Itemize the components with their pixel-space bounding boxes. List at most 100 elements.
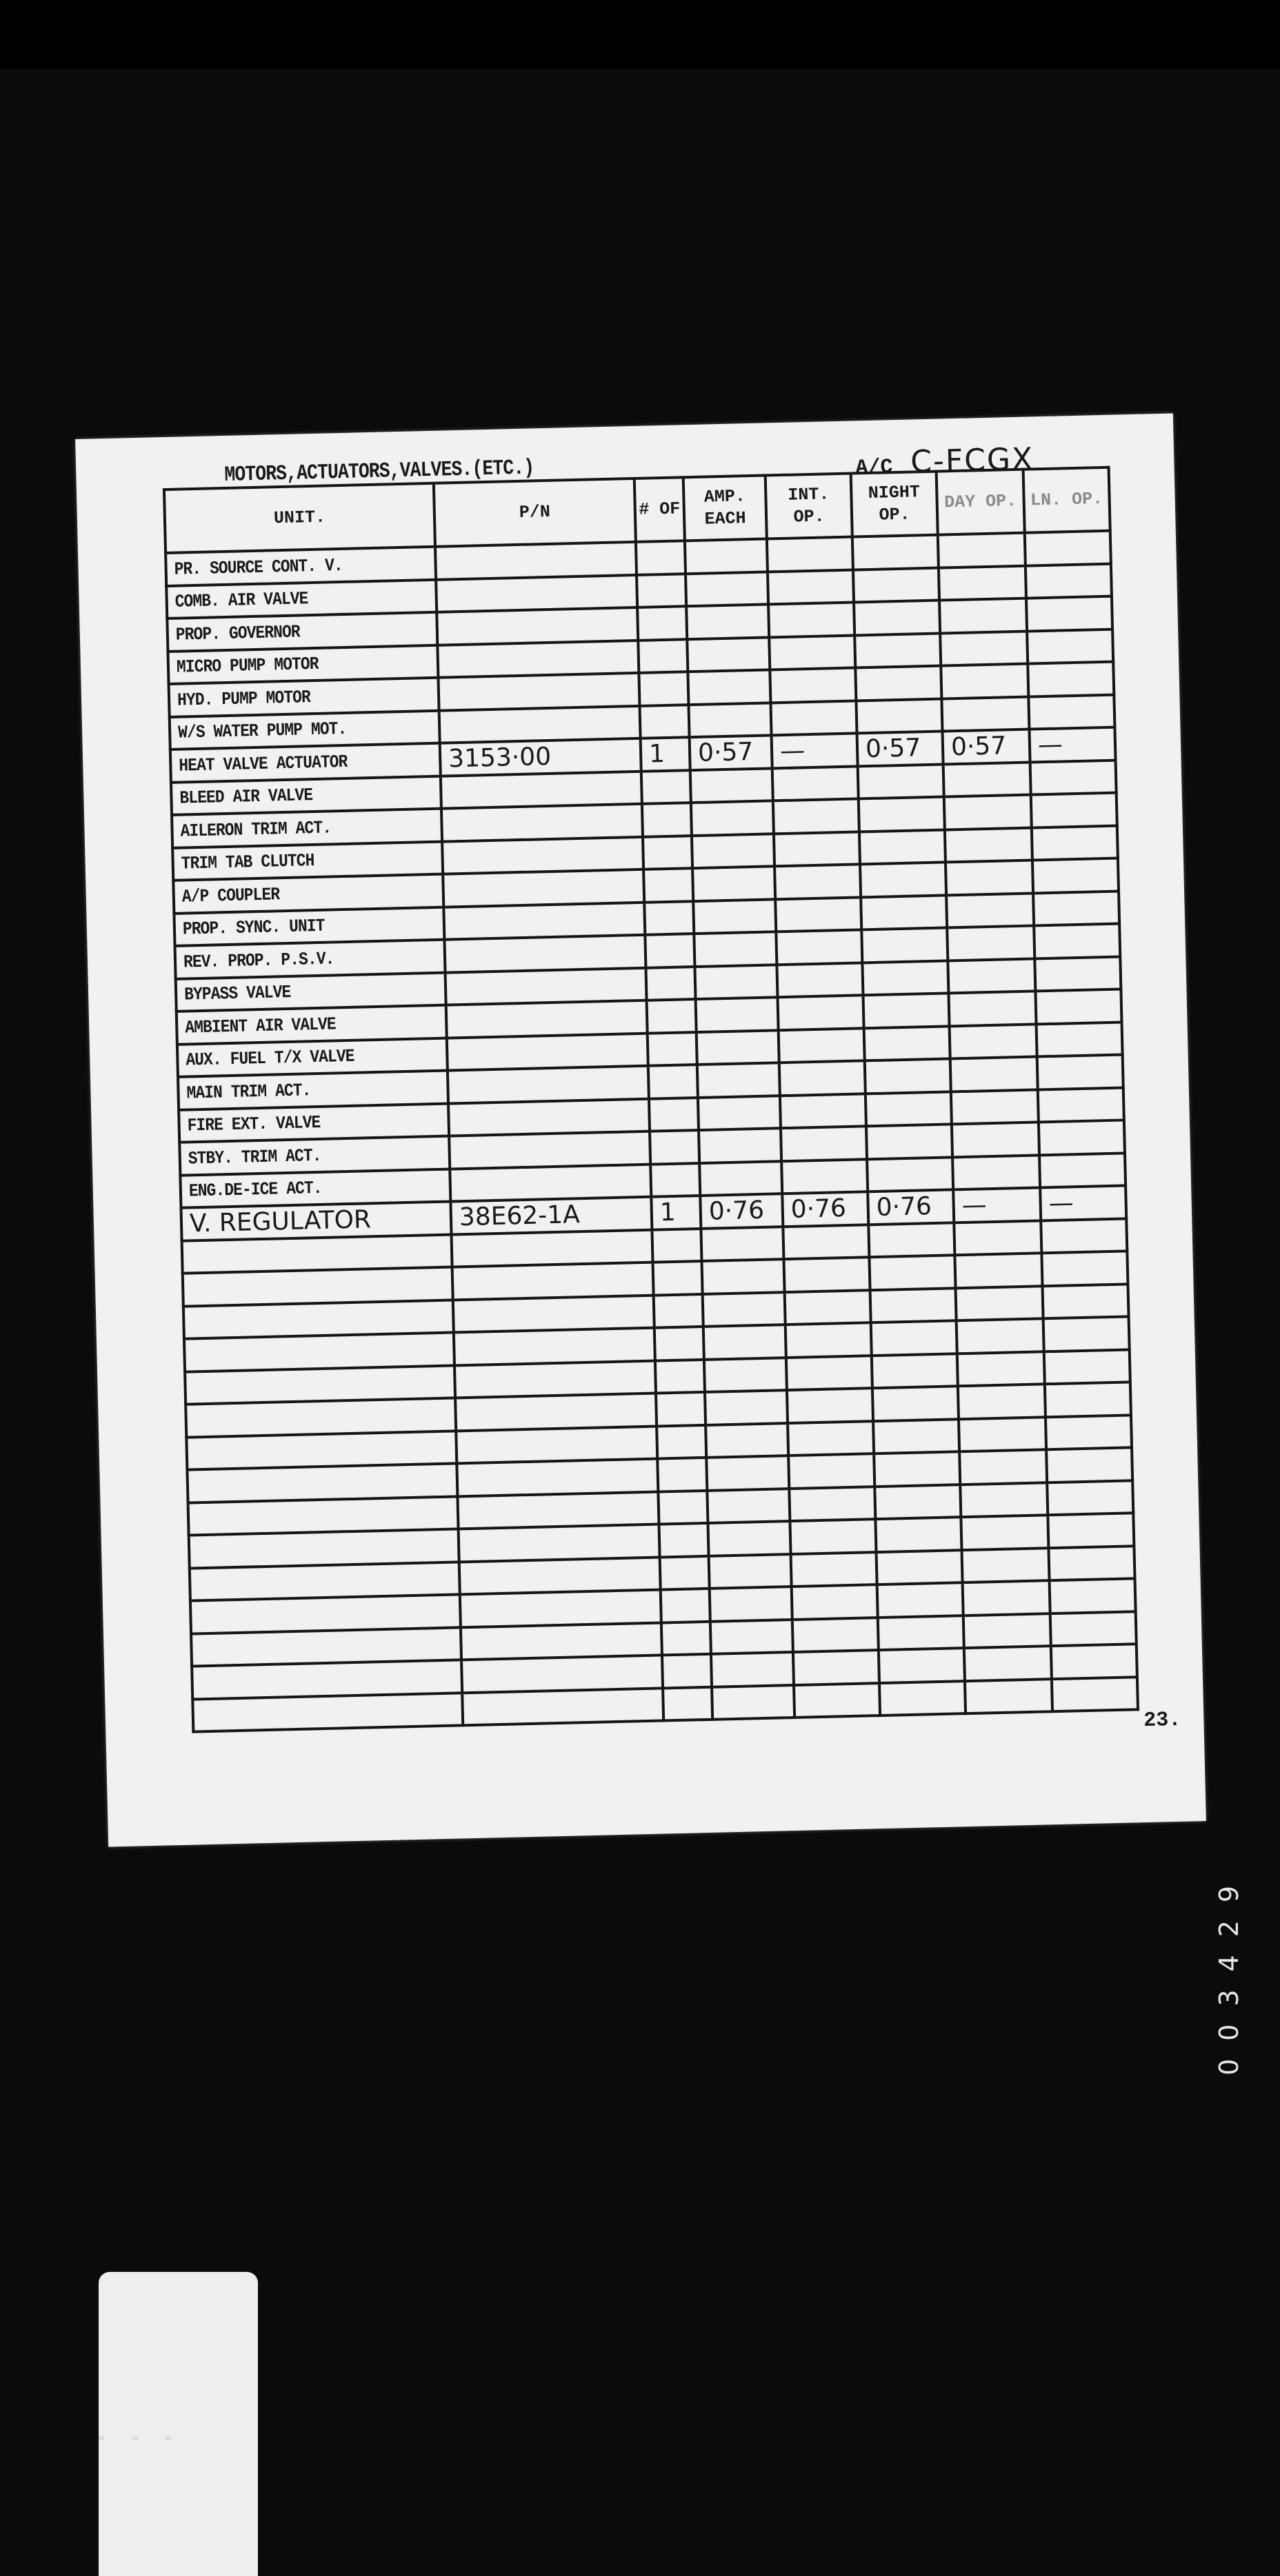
cell-night — [855, 665, 942, 701]
cell-int — [770, 667, 857, 703]
film-frame-number: 003429 — [1214, 1867, 1244, 2075]
empty-cell — [652, 1228, 702, 1262]
empty-cell — [659, 1556, 710, 1590]
cell-qty — [639, 672, 689, 706]
cell-qty — [642, 835, 693, 869]
film-dot — [99, 2436, 104, 2440]
empty-cell — [873, 1418, 960, 1454]
cell-ln: — — [1029, 727, 1116, 763]
cell-amp — [690, 801, 774, 836]
cell-night — [859, 829, 946, 865]
unit-name: W/S WATER PUMP MOT. — [177, 718, 347, 743]
empty-cell — [657, 1425, 707, 1459]
empty-cell — [457, 1491, 659, 1529]
empty-cell — [1046, 1447, 1133, 1482]
cell-amp — [691, 833, 775, 869]
cell-pn — [437, 640, 639, 678]
cell-qty — [648, 1097, 699, 1131]
empty-cell — [788, 1420, 874, 1456]
cell-night — [860, 862, 947, 897]
empty-cell — [452, 1262, 654, 1300]
unit-name: REV. PROP. P.S.V. — [183, 948, 334, 973]
empty-cell — [959, 1449, 1048, 1485]
column-header: LN. OP. — [1023, 467, 1110, 533]
empty-cell — [703, 1325, 786, 1360]
empty-cell — [870, 1320, 957, 1356]
cell-qty — [637, 606, 688, 641]
column-header: AMP. EACH — [683, 475, 767, 541]
empty-cell — [1048, 1545, 1135, 1581]
empty-cell — [655, 1391, 706, 1427]
unit-name: HEAT VALVE ACTUATOR — [179, 751, 348, 776]
empty-cell — [794, 1682, 881, 1718]
cell-amp — [693, 898, 777, 934]
film-dot — [166, 2436, 171, 2440]
cell-ln — [1026, 596, 1113, 632]
unit-name: AUX. FUEL T/X VALVE — [186, 1046, 354, 1071]
unit-name: PROP. SYNC. UNIT — [182, 915, 325, 940]
empty-cell — [459, 1589, 661, 1627]
cell-ln — [1034, 923, 1121, 958]
cell-day — [950, 1056, 1038, 1091]
empty-cell — [868, 1222, 955, 1258]
empty-cell — [1049, 1578, 1136, 1613]
cell-qty — [647, 1032, 697, 1066]
cell-day — [948, 991, 1037, 1026]
empty-cell — [877, 1582, 963, 1618]
column-header: P/N — [433, 478, 636, 547]
empty-cell — [1042, 1283, 1129, 1319]
cell-int — [767, 570, 854, 605]
cell-qty — [646, 999, 697, 1034]
empty-cell — [790, 1551, 877, 1587]
cell-night — [864, 1058, 951, 1094]
cell-qty — [641, 803, 692, 837]
empty-cell — [708, 1553, 792, 1589]
cell-int — [768, 602, 855, 637]
cell-ln — [1039, 1152, 1126, 1188]
empty-cell — [457, 1458, 659, 1496]
empty-cell — [790, 1519, 877, 1554]
cell-day: 0·57 — [942, 729, 1030, 765]
cell-pn — [437, 607, 639, 645]
empty-cell — [872, 1386, 959, 1421]
cell-night — [852, 567, 940, 603]
unit-name: FIRE EXT. VALVE — [187, 1112, 321, 1136]
cell-pn — [438, 672, 640, 711]
cell-int: 0·76 — [782, 1191, 869, 1227]
empty-cell — [954, 1253, 1043, 1288]
cell-night — [856, 698, 943, 734]
unit-name: MICRO PUMP MOTOR — [176, 654, 319, 678]
cell-ln — [1034, 956, 1121, 992]
cell-amp — [688, 670, 771, 705]
cell-pn — [445, 967, 647, 1005]
empty-cell — [878, 1648, 965, 1683]
cell-ln — [1024, 530, 1111, 566]
cell-amp — [699, 1128, 782, 1163]
empty-cell — [652, 1260, 703, 1296]
cell-day — [943, 762, 1031, 797]
equipment-table: UNIT. P/N # OF AMP. EACH INT. OP. NIGHT OP. DA… — [163, 466, 1139, 1733]
cell-qty — [637, 573, 687, 607]
empty-cell — [875, 1517, 962, 1552]
column-header: NIGHT OP. — [850, 471, 938, 537]
empty-cell — [792, 1650, 879, 1685]
empty-cell — [789, 1486, 876, 1522]
unit-name: A/P COUPLER — [181, 884, 280, 907]
film-dot — [132, 2436, 138, 2440]
cell-day: — — [953, 1187, 1041, 1222]
empty-cell — [1050, 1611, 1137, 1647]
cell-night — [854, 633, 941, 668]
cell-pn — [443, 869, 645, 907]
empty-cell — [785, 1322, 872, 1358]
column-header: UNIT. — [163, 483, 435, 553]
empty-cell — [1050, 1644, 1137, 1679]
cell-pn — [450, 1164, 652, 1202]
cell-int — [779, 1060, 866, 1096]
cell-int — [779, 1093, 866, 1129]
empty-cell — [452, 1295, 654, 1333]
empty-cell — [783, 1224, 870, 1260]
empty-cell — [192, 1692, 463, 1732]
empty-cell — [870, 1287, 957, 1323]
cell-qty — [643, 868, 694, 903]
cell-pn: 3153·00 — [439, 738, 641, 776]
